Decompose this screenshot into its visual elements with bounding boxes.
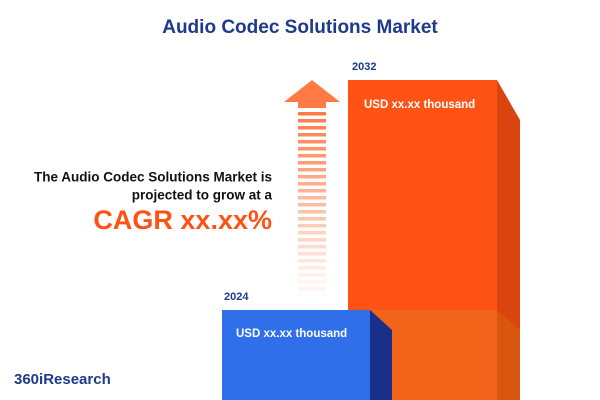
year-label: 2024 [224,291,249,303]
arrow-part [298,147,326,151]
arrow-part [298,238,326,242]
growth-arrow [284,80,340,291]
arrow-part [298,119,326,123]
arrow-part [284,80,340,108]
arrow-part [298,273,326,277]
title: Audio Codec Solutions Market [162,17,438,38]
bar-side-lower [497,310,520,400]
summary-line: The Audio Codec Solutions Market is [34,170,272,185]
arrow-part [298,161,326,165]
arrow-part [298,189,326,193]
bar-side [370,310,392,400]
bar-2024 [222,310,370,400]
arrow-part [298,203,326,207]
arrow-part [298,245,326,249]
arrow-part [298,196,326,200]
arrow-part [298,133,326,137]
arrow-part [298,112,326,116]
bar-label: USD xx.xx thousand [236,328,347,340]
arrow-part [298,252,326,256]
cagr: CAGR xx.xx% [93,205,272,235]
arrow-part [298,231,326,235]
arrow-part [298,126,326,130]
arrow-part [298,175,326,179]
arrow-part [298,266,326,270]
arrow-part [298,287,326,291]
bar-label: USD xx.xx thousand [364,99,475,111]
arrow-part [298,259,326,263]
year-label: 2032 [352,61,376,73]
summary-line: projected to grow at a [132,188,273,203]
arrow-part [298,182,326,186]
arrow-part [298,280,326,284]
arrow-part [298,224,326,228]
arrow-part [298,210,326,214]
brand: 360iResearch [14,371,111,388]
arrow-part [298,168,326,172]
arrow-part [298,140,326,144]
arrow-part [298,217,326,221]
arrow-part [298,154,326,158]
